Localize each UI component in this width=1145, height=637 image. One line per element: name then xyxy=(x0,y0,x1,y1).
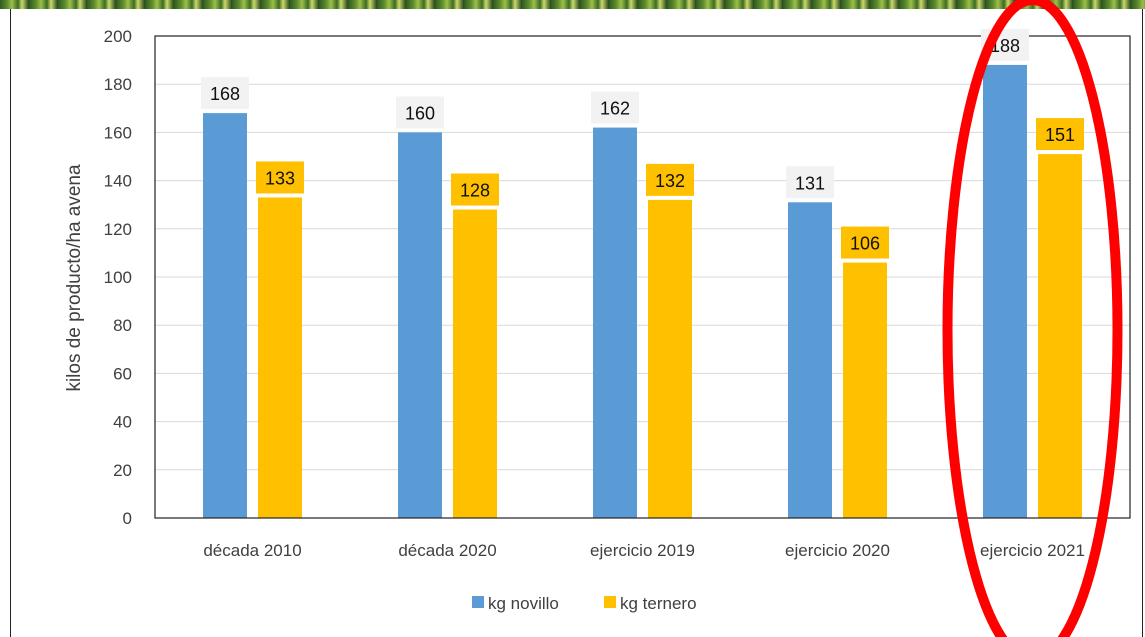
y-tick-label: 140 xyxy=(104,172,132,191)
plot-area-border xyxy=(154,35,1131,519)
bar-kg-ternero xyxy=(453,209,497,518)
data-label: 168 xyxy=(210,84,240,104)
y-tick-label: 180 xyxy=(104,75,132,94)
data-label-box xyxy=(451,173,499,206)
bar-kg-novillo xyxy=(983,64,1027,519)
x-tick-label: ejercicio 2021 xyxy=(980,541,1085,560)
x-tick-label: ejercicio 2020 xyxy=(785,541,890,560)
highlight-ellipse-shape xyxy=(942,0,1123,637)
data-label: 131 xyxy=(795,173,825,193)
legend-swatch xyxy=(472,596,484,608)
bar-kg-novillo xyxy=(788,202,832,519)
data-label-box xyxy=(646,163,694,196)
data-label: 133 xyxy=(265,168,295,188)
bar-kg-novillo xyxy=(398,132,442,518)
data-label-box xyxy=(591,91,639,124)
highlight-ellipse xyxy=(942,0,1123,637)
data-label: 106 xyxy=(850,234,880,254)
x-tick-labels: década 2010 década 2020 ejercicio 2019 ejer… xyxy=(203,541,1085,560)
chart-frame xyxy=(10,9,1143,637)
axes xyxy=(154,35,1131,519)
decorative-banner-strip xyxy=(0,0,1145,9)
y-tick-label: 20 xyxy=(113,461,132,480)
data-label-box xyxy=(256,161,304,194)
data-label: 151 xyxy=(1045,125,1075,145)
y-axis-label: kilos de producto/ha avena xyxy=(64,164,85,392)
y-tick-label: 80 xyxy=(113,316,132,335)
bar-kg-novillo xyxy=(203,113,247,519)
legend-label: kg novillo xyxy=(488,594,559,613)
x-tick-label: década 2020 xyxy=(398,541,496,560)
data-label: 160 xyxy=(405,103,435,123)
data-label-box xyxy=(841,226,889,259)
data-label: 188 xyxy=(990,36,1020,56)
bar-kg-novillo xyxy=(593,127,637,518)
data-label: 128 xyxy=(460,181,490,201)
x-tick-label: ejercicio 2019 xyxy=(590,541,695,560)
y-tick-label: 160 xyxy=(104,123,132,142)
x-tick-label: década 2010 xyxy=(203,541,301,560)
bar-kg-ternero xyxy=(843,262,887,518)
legend[interactable]: kg novillo kg ternero xyxy=(472,594,697,613)
y-tick-label: 200 xyxy=(104,27,132,46)
data-label: 132 xyxy=(655,171,685,191)
y-tick-labels: 0 20 40 60 80 100 120 140 160 180 200 xyxy=(104,27,132,528)
legend-label: kg ternero xyxy=(620,594,697,613)
y-tick-label: 40 xyxy=(113,413,132,432)
bar-kg-ternero xyxy=(258,197,302,518)
legend-swatch xyxy=(604,596,616,608)
data-label-box xyxy=(1036,118,1084,151)
y-tick-label: 60 xyxy=(113,364,132,383)
bar-kg-ternero xyxy=(648,199,692,518)
bar-kg-ternero xyxy=(1038,154,1082,518)
y-tick-label: 120 xyxy=(104,220,132,239)
data-label-box xyxy=(396,96,444,129)
y-tick-label: 0 xyxy=(123,509,132,528)
bars xyxy=(203,64,1082,519)
data-label-box xyxy=(786,166,834,199)
data-label: 162 xyxy=(600,99,630,119)
y-tick-label: 100 xyxy=(104,268,132,287)
data-label-box xyxy=(201,77,249,110)
